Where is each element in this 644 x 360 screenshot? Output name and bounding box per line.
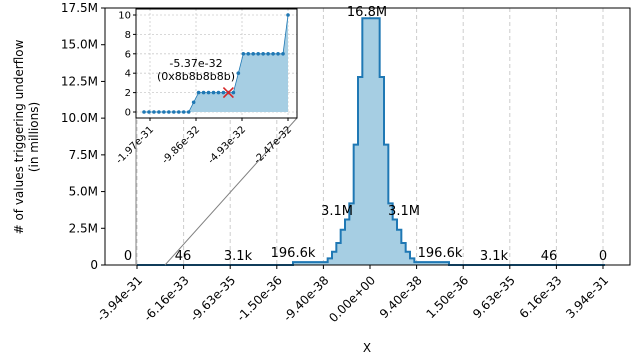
- value-annotation: 3.1k: [480, 249, 509, 264]
- value-annotation: 3.1M: [388, 204, 420, 219]
- y-tick-label: 7.5M: [69, 148, 98, 162]
- inset-series-area: [144, 15, 288, 112]
- inset-y-tick-label: 10: [118, 11, 131, 22]
- value-annotation: 196.6k: [271, 246, 316, 261]
- x-axis-label: X: [363, 341, 371, 355]
- inset-point: [157, 110, 161, 114]
- value-annotation: 0: [124, 249, 132, 264]
- inset-area: [142, 13, 290, 114]
- inset-point: [216, 90, 221, 95]
- inset-point: [276, 52, 280, 56]
- x-axis: -3.94e-31-6.16e-33-9.63e-35-1.50e-36-9.4…: [94, 265, 611, 325]
- inset-marked-label: -5.37e-32: [169, 57, 222, 70]
- y-tick-label: 5.0M: [69, 185, 98, 199]
- inset-point: [176, 110, 181, 114]
- inset-y-tick-label: 0: [125, 108, 131, 119]
- x-tick-label: -9.63e-35: [187, 273, 238, 324]
- inset-y-axis: 0 2 4 6 8 10: [118, 11, 136, 119]
- inset-point: [186, 110, 191, 114]
- x-tick-label: 0.00e+00: [326, 273, 378, 325]
- inset-point: [271, 52, 275, 56]
- inset-point: [251, 52, 256, 56]
- inset-point: [256, 52, 261, 56]
- value-annotation: 0: [599, 249, 607, 264]
- inset-point: [162, 110, 166, 114]
- value-annotation: 3.1M: [321, 204, 353, 219]
- marker-stroke: [222, 87, 234, 99]
- x-tick-label: -1.50e-36: [234, 273, 285, 324]
- inset-point: [196, 90, 201, 95]
- inset-frame: [135, 8, 298, 119]
- y-tick-label: 17.5M: [61, 1, 98, 15]
- inset-y-tick-label: 4: [125, 69, 131, 80]
- inset-point: [281, 52, 285, 56]
- inset-point: [206, 90, 211, 95]
- inset-point: [147, 110, 151, 114]
- inset-connector-right: [164, 117, 298, 266]
- inset-point: [171, 110, 176, 114]
- inset-point: [241, 52, 246, 56]
- y-tick-label: 12.5M: [61, 74, 98, 88]
- y-tick-label: 2.5M: [69, 221, 98, 235]
- inset-point: [266, 52, 270, 56]
- value-annotation: 196.6k: [418, 246, 463, 261]
- inset-point: [246, 52, 251, 56]
- inset-point: [261, 52, 265, 56]
- y-tick-label: 15.0M: [61, 38, 98, 52]
- x-tick-label: -3.94e-31: [94, 273, 145, 324]
- x-tick-label: -6.16e-33: [141, 273, 192, 324]
- value-annotation: 16.8M: [347, 5, 387, 20]
- value-annotation: 46: [541, 249, 558, 264]
- series-area: [137, 18, 605, 266]
- inset-point: [231, 90, 236, 95]
- x-tick-label: 9.63e-35: [470, 273, 518, 321]
- value-annotation: 46: [175, 249, 192, 264]
- x-tick-label: 9.40e-38: [377, 273, 425, 321]
- y-axis-label: # of values triggering underflow: [12, 39, 26, 234]
- inset-marked-sublabel: (0x8b8b8b8b): [157, 70, 235, 83]
- inset-marked-point: [222, 87, 234, 99]
- inset-point: [181, 110, 186, 114]
- inset-point: [211, 90, 216, 95]
- inset-point: [221, 90, 226, 95]
- inset-y-tick-label: 6: [125, 49, 131, 60]
- x-tick-label: -9.40e-38: [281, 273, 332, 324]
- inset-point: [286, 13, 290, 17]
- y-tick-label: 0: [90, 258, 98, 272]
- main-frame: [104, 7, 631, 266]
- y-tick-label: 10.0M: [61, 111, 98, 125]
- inset-point: [152, 110, 156, 114]
- inset-y-tick-label: 2: [125, 88, 131, 99]
- inset-point: [191, 100, 196, 105]
- x-tick-label: 3.94e-31: [563, 273, 611, 321]
- inset-y-tick-label: 8: [125, 30, 131, 41]
- inset-point: [167, 110, 171, 114]
- x-tick-label: 1.50e-36: [423, 273, 471, 321]
- x-tick-label: 6.16e-33: [517, 273, 565, 321]
- inset-point: [142, 110, 146, 114]
- y-axis: 0 2.5M 5.0M 7.5M 10.0M 12.5M 15.0M 17.5M: [61, 1, 105, 272]
- inset-point: [201, 90, 206, 95]
- y-axis-sublabel: (in millions): [27, 102, 41, 172]
- inset-point: [236, 71, 241, 75]
- value-annotation: 3.1k: [224, 249, 253, 264]
